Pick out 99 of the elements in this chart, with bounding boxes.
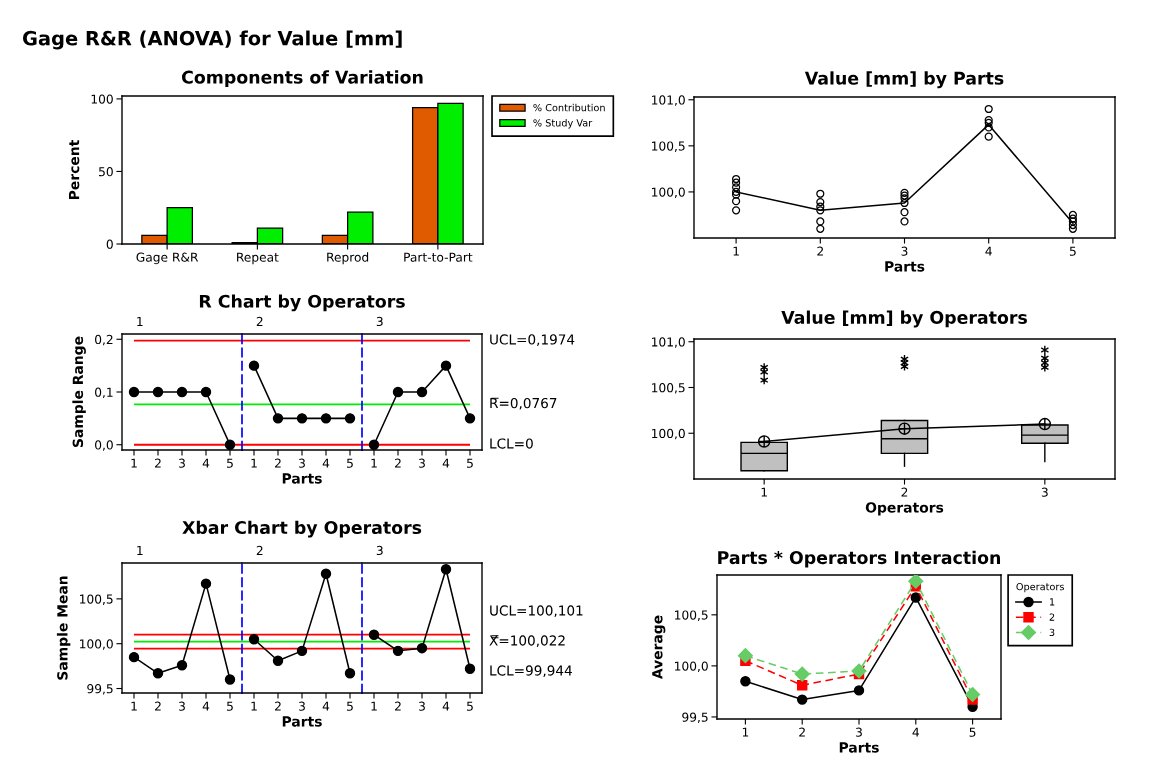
chart-title: R Chart by Operators (199, 294, 405, 312)
x-tick-label: 5 (969, 727, 976, 737)
ref-line-label: UCL=100,101 (490, 605, 583, 618)
x-tick-label: 2 (901, 487, 908, 497)
x-tick-label: 1 (761, 487, 767, 497)
y-axis-title: Average (652, 615, 666, 680)
x-tick-label: 4 (202, 701, 210, 711)
y-tick-label: 99,5 (682, 712, 708, 724)
x-tick-label: 1 (251, 701, 257, 711)
x-tick-label: 3 (856, 727, 862, 737)
x-tick-label: 5 (347, 458, 353, 468)
x-tick-label: 1 (131, 701, 137, 711)
ref-line-label: LCL=99,944 (490, 665, 572, 678)
x-axis-title: Operators (865, 502, 944, 516)
text: 2 (256, 316, 263, 326)
text: Gage R&R (ANOVA) for Value [mm] (22, 30, 402, 50)
y-tick-label: 101,0 (652, 337, 685, 348)
y-tick-label: 50 (99, 167, 113, 177)
x-tick-label: 4 (322, 458, 330, 468)
chart-title: Value [mm] by Parts (804, 71, 1004, 89)
x-tick-label: 1 (371, 701, 377, 711)
legend-label: % Contribution (533, 103, 605, 112)
x-tick-label: 2 (275, 701, 281, 711)
y-tick-label: 100 (91, 94, 113, 104)
x-tick-label: 1 (131, 458, 137, 468)
y-axis-title: Percent (68, 140, 80, 200)
text: 2 (256, 545, 263, 555)
x-tick-label: 3 (299, 458, 305, 468)
x-tick-label: 5 (1069, 246, 1076, 256)
x-tick-label: 2 (799, 727, 805, 737)
x-tick-label: 1 (371, 458, 377, 468)
y-axis-title: Sample Range (72, 336, 86, 448)
y-tick-label: 100,5 (652, 141, 685, 152)
legend-label: % Study Var (533, 119, 593, 129)
y-tick-label: 0,2 (95, 334, 113, 346)
legend-label: 2 (1049, 613, 1055, 621)
x-tick-label: 5 (467, 458, 473, 468)
x-tick-label: 4 (912, 727, 919, 737)
chart-title: Xbar Chart by Operators (182, 520, 422, 538)
x-tick-label: 3 (179, 701, 185, 711)
ref-line-label: X̿=100,022 (489, 635, 565, 648)
y-tick-label: 100,5 (675, 610, 708, 621)
text: 1 (137, 316, 143, 326)
x-tick-label: 2 (155, 458, 161, 468)
x-tick-label: 4 (442, 701, 450, 711)
x-tick-label: 5 (347, 701, 353, 711)
y-tick-label: 0,0 (95, 440, 113, 451)
x-tick-label: 3 (419, 458, 425, 468)
x-tick-label: 3 (419, 701, 425, 711)
x-tick-label: 1 (251, 458, 257, 468)
chart-title: Parts * Operators Interaction (718, 550, 1001, 568)
legend-label: 1 (1050, 598, 1055, 606)
x-tick-label: Gage R&R (136, 252, 199, 265)
chart-title: Value [mm] by Operators (781, 310, 1027, 328)
x-tick-label: 3 (1041, 487, 1048, 497)
x-tick-label: Repeat (237, 252, 279, 265)
y-tick-label: 100,0 (80, 639, 113, 650)
y-tick-label: 100,5 (652, 383, 685, 394)
ref-line-label: UCL=0,1974 (490, 334, 575, 346)
text: 1 (137, 545, 143, 555)
x-axis-title: Parts (282, 716, 322, 727)
x-axis-title: Parts (839, 742, 879, 753)
x-tick-label: 5 (227, 458, 233, 468)
x-axis-title: Parts (885, 261, 925, 272)
x-tick-label: 3 (299, 701, 305, 711)
x-tick-label: 1 (733, 246, 739, 256)
x-tick-label: 4 (985, 246, 992, 256)
ref-line-label: LCL=0 (490, 438, 533, 449)
ref-line-label: R̅=0,0767 (490, 397, 557, 410)
x-tick-label: 3 (179, 458, 185, 468)
x-axis-title: Parts (282, 473, 322, 484)
y-tick-label: 0,1 (95, 387, 113, 399)
x-tick-label: 4 (202, 458, 210, 468)
x-tick-label: 1 (742, 727, 749, 737)
y-tick-label: 100,5 (80, 594, 113, 605)
x-tick-label: 2 (395, 458, 401, 468)
y-tick-label: 100,0 (652, 187, 685, 198)
y-tick-label: 100,0 (652, 428, 685, 440)
x-tick-label: 2 (395, 701, 401, 711)
x-tick-label: 2 (155, 701, 161, 711)
x-tick-label: 3 (901, 246, 908, 256)
x-tick-label: Reprod (327, 252, 369, 265)
text: 3 (376, 545, 383, 556)
x-tick-label: 5 (467, 701, 473, 711)
legend-title: Operators (1016, 582, 1064, 593)
x-tick-label: 2 (817, 246, 823, 256)
y-axis-title: Sample Mean (56, 576, 71, 680)
y-tick-label: 0 (106, 239, 113, 249)
y-tick-label: 99,5 (87, 684, 113, 695)
y-tick-label: 101,0 (652, 95, 685, 106)
x-tick-label: 2 (275, 458, 281, 468)
y-tick-label: 100,0 (675, 661, 708, 672)
x-tick-label: 5 (227, 701, 233, 711)
x-tick-label: Part-to-Part (404, 252, 473, 262)
legend-label: 3 (1049, 628, 1055, 637)
text: 3 (376, 316, 383, 327)
x-tick-label: 4 (322, 701, 330, 711)
x-tick-label: 4 (442, 458, 450, 468)
chart-title: Components of Variation (181, 70, 423, 88)
